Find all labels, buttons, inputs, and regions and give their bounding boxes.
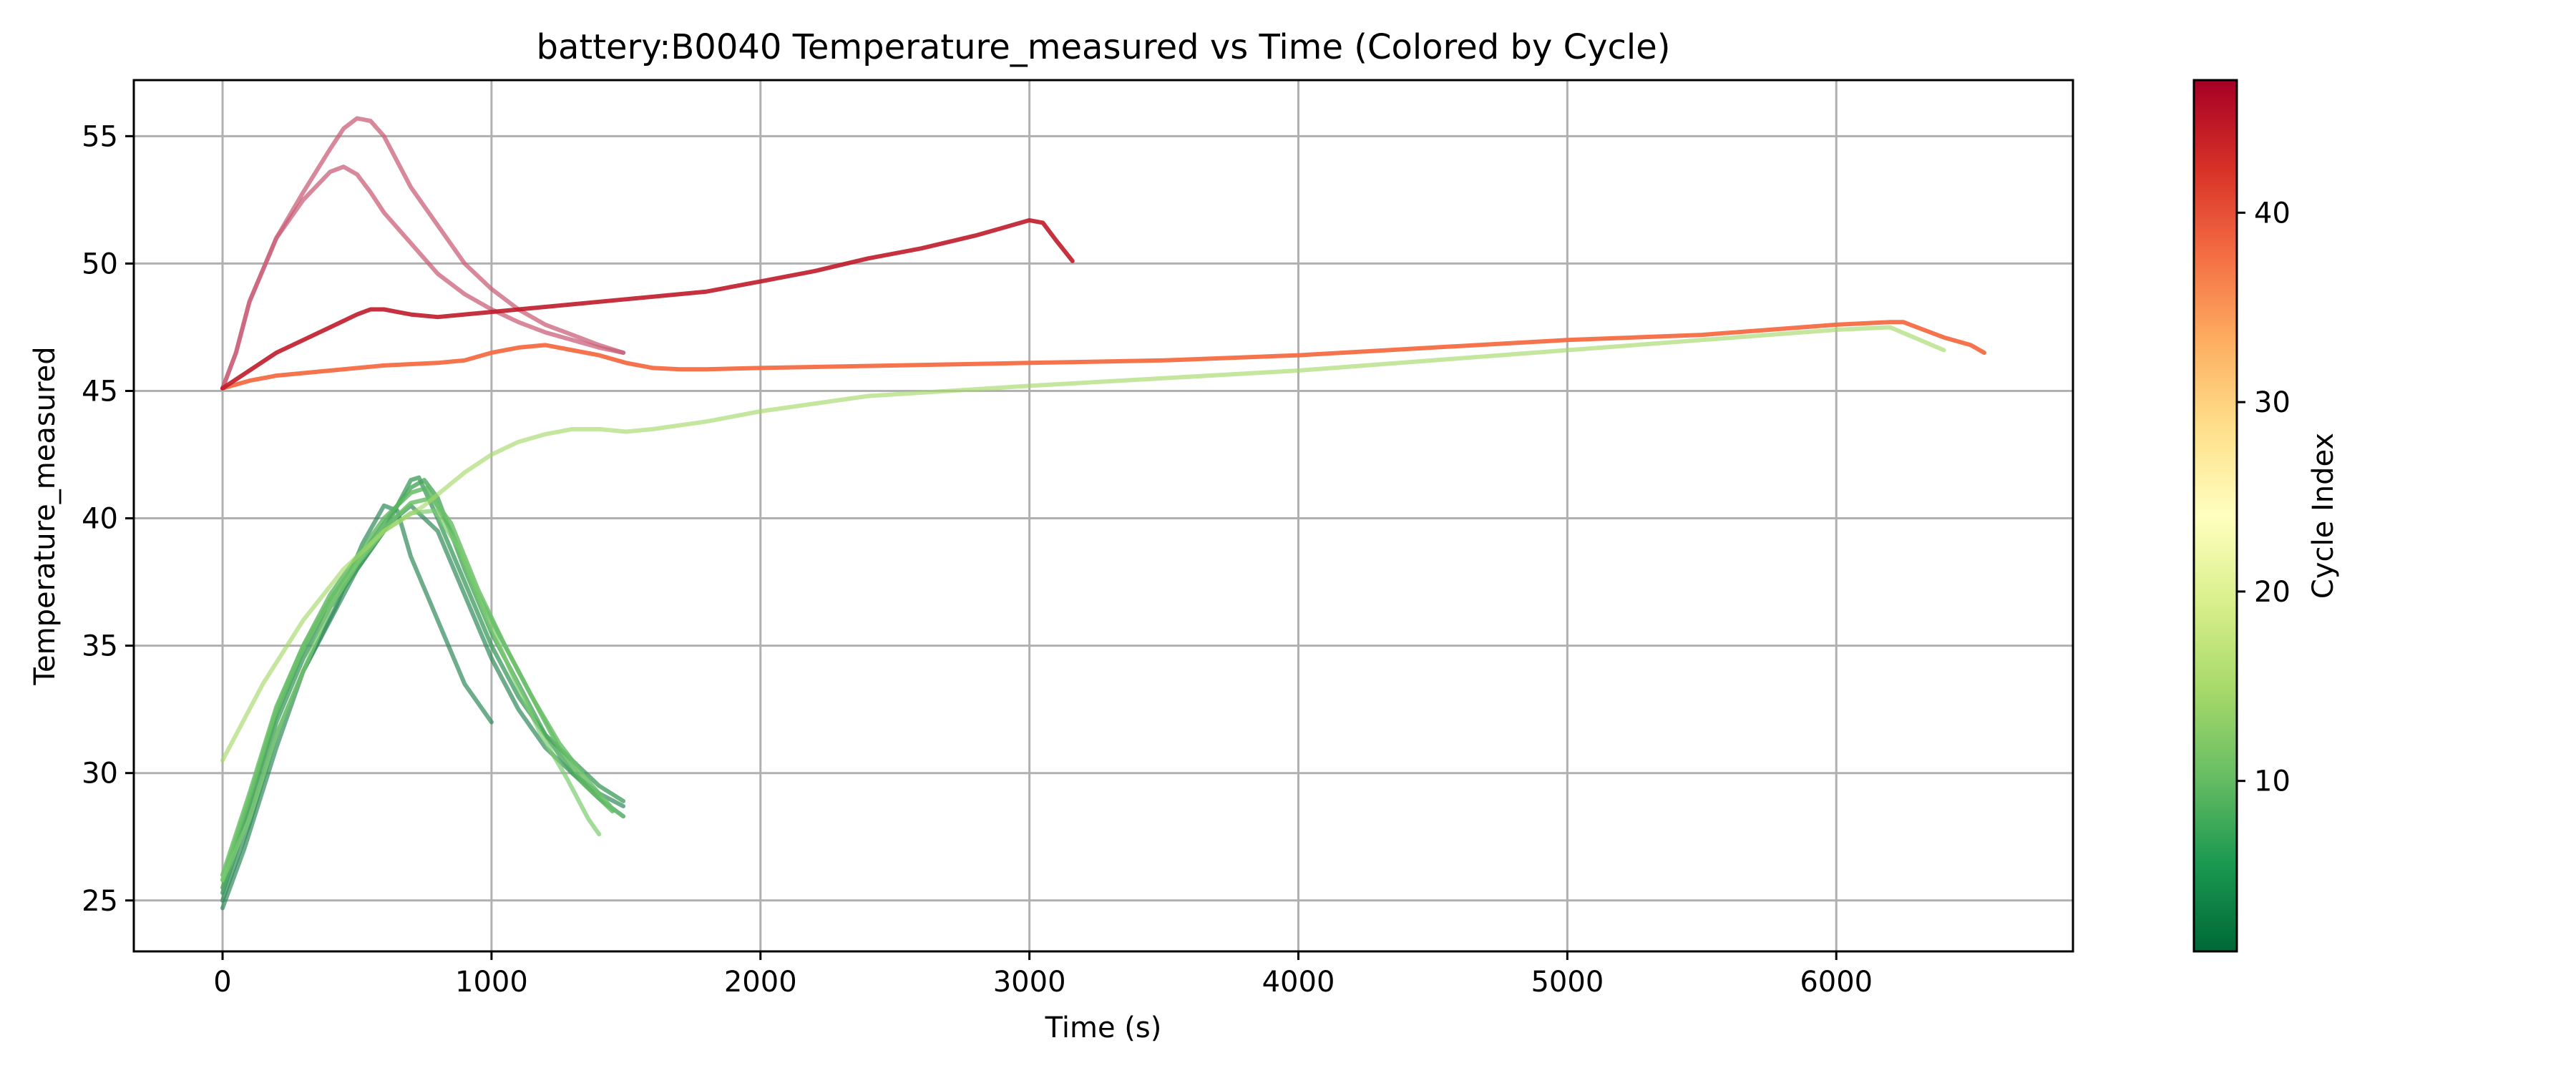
plot-area: 0 1000 2000 3000 4000 5000 6000 25 30 35 40 45 50 55 bbox=[82, 79, 2074, 999]
y-tick-label: 25 bbox=[82, 885, 118, 918]
y-tick-label: 50 bbox=[82, 248, 118, 280]
x-tick-label: 0 bbox=[213, 966, 231, 999]
series-line-cycle-2 bbox=[220, 503, 494, 911]
series-layer bbox=[220, 116, 1986, 911]
colorbar-tick-label: 30 bbox=[2254, 386, 2290, 419]
y-tick-label: 45 bbox=[82, 375, 118, 408]
y-tick-label: 55 bbox=[82, 120, 118, 153]
colorbar-ticks: 10 20 30 40 bbox=[2237, 197, 2290, 798]
series-line-cycle-46 bbox=[220, 217, 1075, 391]
x-tick-label: 1000 bbox=[455, 966, 528, 999]
series-line-cycle-16 bbox=[220, 325, 1946, 763]
x-tick-label: 4000 bbox=[1262, 966, 1335, 999]
series-line-cycle-13 bbox=[220, 508, 602, 883]
series-line-cycle-45 bbox=[220, 165, 626, 391]
x-tick-label: 6000 bbox=[1800, 966, 1873, 999]
grid bbox=[134, 80, 2073, 951]
plot-frame bbox=[132, 79, 2074, 953]
chart-title: battery:B0040 Temperature_measured vs Ti… bbox=[536, 27, 1670, 67]
series-line-cycle-38 bbox=[220, 320, 1986, 391]
y-axis-label: Temperature_measured bbox=[29, 346, 62, 685]
x-tick-label: 3000 bbox=[993, 966, 1066, 999]
colorbar-tick-label: 40 bbox=[2254, 197, 2290, 230]
colorbar-tick-label: 10 bbox=[2254, 765, 2290, 798]
colorbar-label: Cycle Index bbox=[2307, 433, 2340, 599]
series-line-cycle-11 bbox=[220, 496, 615, 878]
colorbar: 10 20 30 40 Cycle Index bbox=[2192, 79, 2340, 953]
y-tick-label: 40 bbox=[82, 503, 118, 536]
colorbar-gradient bbox=[2192, 79, 2238, 953]
plot-background bbox=[134, 80, 2073, 951]
x-axis-label: Time (s) bbox=[1045, 1011, 1162, 1044]
x-tick-label: 2000 bbox=[724, 966, 797, 999]
y-tick-label: 30 bbox=[82, 758, 118, 790]
axis-ticks: 0 1000 2000 3000 4000 5000 6000 25 30 35 40 45 50 55 bbox=[82, 120, 1873, 999]
x-tick-label: 5000 bbox=[1531, 966, 1604, 999]
y-tick-label: 35 bbox=[82, 630, 118, 663]
colorbar-tick-label: 20 bbox=[2254, 576, 2290, 609]
